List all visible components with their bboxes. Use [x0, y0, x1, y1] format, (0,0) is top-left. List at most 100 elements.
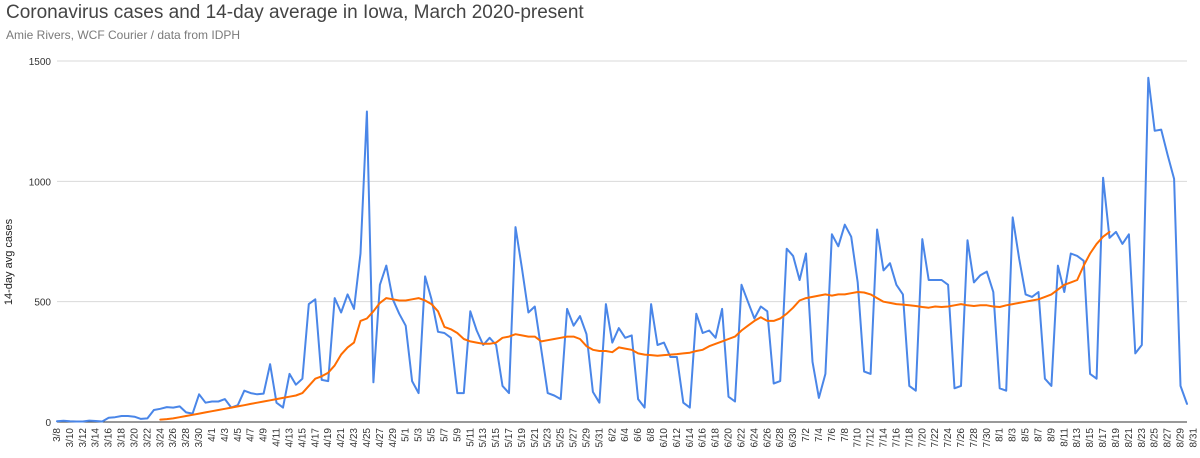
x-tick-label: 7/12	[866, 428, 877, 448]
x-tick-label: 4/19	[323, 428, 334, 448]
chart-title: Coronavirus cases and 14-day average in …	[6, 2, 584, 23]
x-tick-label: 7/22	[930, 428, 941, 448]
x-tick-label: 4/1	[207, 428, 218, 442]
x-tick-label: 8/5	[1021, 428, 1032, 442]
x-tick-label: 5/29	[581, 428, 592, 448]
x-tick-label: 7/8	[840, 428, 851, 442]
x-tick-label: 5/9	[452, 428, 463, 442]
y-axis-label: 14-day avg cases	[3, 218, 15, 305]
x-tick-label: 4/5	[233, 428, 244, 442]
x-tick-label: 6/14	[685, 428, 696, 448]
x-tick-label: 6/30	[788, 428, 799, 448]
x-tick-label: 5/25	[556, 428, 567, 448]
x-tick-label: 7/4	[814, 428, 825, 442]
x-tick-label: 5/19	[517, 428, 528, 448]
x-tick-label: 4/15	[297, 428, 308, 448]
x-tick-label: 8/17	[1098, 428, 1109, 448]
gridlines	[57, 60, 1187, 423]
x-tick-label: 7/30	[982, 428, 993, 448]
x-tick-label: 8/9	[1046, 428, 1057, 442]
x-tick-label: 4/3	[220, 428, 231, 442]
x-tick-label: 6/18	[711, 428, 722, 448]
x-tick-label: 5/13	[478, 428, 489, 448]
x-tick-label: 8/23	[1137, 428, 1148, 448]
x-tick-label: 3/30	[194, 428, 205, 448]
x-tick-label: 7/20	[917, 428, 928, 448]
x-tick-label: 4/9	[259, 428, 270, 442]
x-tick-label: 6/4	[620, 428, 631, 442]
fourteen-day-average-line	[159, 230, 1111, 421]
x-tick-label: 5/27	[569, 428, 580, 448]
x-tick-label: 8/25	[1150, 428, 1161, 448]
x-tick-label: 3/26	[168, 428, 179, 448]
x-tick-label: 8/19	[1111, 428, 1122, 448]
x-tick-label: 8/3	[1008, 428, 1019, 442]
x-tick-label: 3/8	[52, 428, 63, 442]
x-tick-label: 8/15	[1085, 428, 1096, 448]
x-tick-label: 5/23	[543, 428, 554, 448]
x-tick-label: 4/7	[246, 428, 257, 442]
x-tick-label: 4/23	[349, 428, 360, 448]
x-tick-label: 8/31	[1188, 428, 1199, 448]
x-tick-label: 3/18	[117, 428, 128, 448]
x-tick-label: 7/16	[891, 428, 902, 448]
x-tick-label: 6/26	[762, 428, 773, 448]
x-tick-label: 3/14	[91, 428, 102, 448]
x-tick-label: 5/15	[491, 428, 502, 448]
y-tick-label: 1500	[29, 57, 52, 68]
x-tick-label: 4/13	[284, 428, 295, 448]
x-tick-label: 6/2	[607, 428, 618, 442]
x-tick-label: 4/11	[272, 428, 283, 447]
x-tick-label: 4/21	[336, 428, 347, 448]
x-tick-label: 3/12	[78, 428, 89, 448]
x-tick-label: 3/24	[155, 428, 166, 448]
x-tick-label: 7/10	[853, 428, 864, 448]
x-tick-label: 6/20	[724, 428, 735, 448]
x-tick-label: 7/28	[969, 428, 980, 448]
x-tick-label: 4/25	[362, 428, 373, 448]
x-tick-label: 8/11	[1059, 428, 1070, 447]
x-tick-label: 6/10	[659, 428, 670, 448]
x-tick-label: 3/28	[181, 428, 192, 448]
chart-subtitle: Amie Rivers, WCF Courier / data from IDP…	[6, 28, 241, 42]
x-tick-label: 7/26	[956, 428, 967, 448]
x-tick-label: 7/6	[827, 428, 838, 442]
x-tick-label: 3/16	[104, 428, 115, 448]
x-tick-label: 7/24	[943, 428, 954, 448]
x-tick-label: 3/10	[65, 428, 76, 448]
x-tick-label: 6/8	[646, 428, 657, 442]
x-tick-label: 7/18	[904, 428, 915, 448]
daily-cases-line	[56, 76, 1188, 423]
y-axis-ticks: 0 500 1000 1500	[29, 57, 52, 429]
x-tick-label: 6/16	[698, 428, 709, 448]
x-tick-label: 5/17	[504, 428, 515, 448]
x-tick-label: 4/17	[310, 428, 321, 448]
x-tick-label: 6/6	[633, 428, 644, 442]
x-tick-label: 8/27	[1163, 428, 1174, 448]
x-tick-label: 5/31	[594, 428, 605, 448]
y-tick-label: 0	[45, 418, 51, 429]
x-tick-label: 4/29	[388, 428, 399, 448]
x-tick-label: 5/7	[439, 428, 450, 442]
x-tick-label: 6/12	[672, 428, 683, 448]
y-tick-label: 1000	[29, 177, 52, 188]
x-tick-label: 6/22	[736, 428, 747, 448]
x-tick-label: 4/27	[375, 428, 386, 448]
x-tick-label: 8/7	[1033, 428, 1044, 442]
x-tick-label: 5/11	[465, 428, 476, 447]
x-tick-label: 7/2	[801, 428, 812, 442]
x-tick-label: 6/28	[775, 428, 786, 448]
series-lines	[56, 76, 1188, 423]
x-tick-label: 3/22	[142, 428, 153, 448]
x-tick-label: 8/29	[1176, 428, 1187, 448]
x-tick-label: 5/5	[427, 428, 438, 442]
x-tick-label: 8/21	[1124, 428, 1135, 448]
y-tick-label: 500	[34, 298, 51, 309]
x-tick-label: 6/24	[749, 428, 760, 448]
x-tick-label: 3/20	[129, 428, 140, 448]
x-tick-label: 5/21	[530, 428, 541, 448]
x-tick-label: 8/13	[1072, 428, 1083, 448]
x-tick-label: 5/3	[414, 428, 425, 442]
x-tick-label: 5/1	[401, 428, 412, 442]
